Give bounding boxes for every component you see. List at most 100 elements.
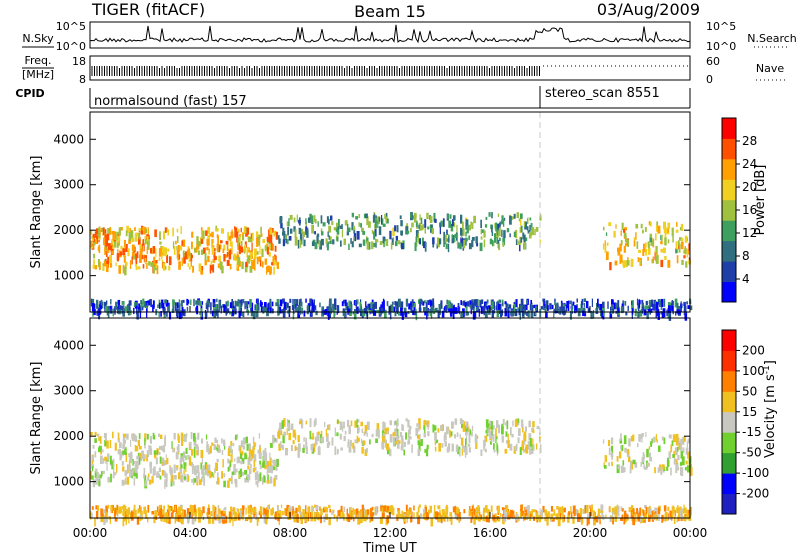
velocity-cell (164, 481, 166, 489)
velocity-cell (501, 426, 504, 435)
power-cell (443, 231, 445, 240)
power-cell (457, 242, 460, 249)
velocity-cell (280, 430, 283, 436)
power-cell (250, 252, 252, 262)
power-cell (336, 236, 339, 242)
velocity-cell (505, 505, 509, 512)
power-cell (269, 234, 273, 244)
velocity-cell (371, 506, 374, 511)
velocity-cell (610, 437, 614, 445)
velocity-cell (437, 428, 440, 433)
power-cell (491, 301, 494, 309)
velocity-cell (316, 508, 318, 515)
power-cell (125, 263, 127, 269)
velocity-cell (374, 507, 377, 514)
colorbar-segment (722, 158, 736, 180)
velocity-cell (364, 449, 368, 456)
power-cell (348, 300, 351, 309)
colorbar-segment (722, 138, 736, 160)
power-cell (637, 311, 640, 318)
velocity-cell (267, 504, 270, 510)
power-cell (331, 221, 334, 226)
velocity-cell (502, 514, 504, 518)
velocity-cell (168, 507, 171, 512)
power-cell (271, 243, 273, 251)
velocity-cell (259, 447, 261, 455)
power-cell (412, 299, 414, 306)
power-cell (545, 301, 547, 310)
power-cell (122, 248, 125, 256)
velocity-cell (91, 466, 94, 472)
velocity-cell (687, 439, 690, 444)
velocity-cell (682, 508, 685, 514)
velocity-cell (116, 464, 118, 473)
power-cell (206, 247, 209, 251)
power-cell (209, 233, 212, 237)
velocity-cell (122, 438, 125, 448)
velocity-cell (369, 439, 371, 445)
power-cell (644, 227, 647, 232)
power-cell (96, 299, 99, 309)
velocity-cell (648, 446, 651, 450)
velocity-cell (555, 513, 559, 520)
power-cell (389, 311, 392, 320)
velocity-cell (418, 422, 421, 430)
power-cell (115, 262, 117, 267)
velocity-cell (231, 449, 233, 455)
velocity-cell (144, 475, 147, 483)
power-cell (100, 227, 103, 232)
power-cell (626, 238, 628, 243)
power-cell (620, 306, 624, 314)
power-cell (192, 265, 194, 273)
power-cell (296, 214, 298, 222)
power-cell (147, 227, 149, 235)
power-cell (477, 299, 479, 306)
power-cell (397, 298, 401, 308)
power-cell (585, 300, 589, 309)
power-cell (641, 302, 644, 309)
power-cell (102, 265, 105, 271)
velocity-cell (107, 504, 110, 509)
power-cell (439, 222, 442, 228)
velocity-cell (275, 438, 278, 443)
freq-label: Freq. (24, 54, 51, 67)
power-cell (515, 299, 518, 308)
velocity-cell (177, 508, 181, 515)
power-cell (471, 301, 474, 310)
power-cell (640, 223, 643, 229)
velocity-cell (403, 449, 405, 456)
power-cell (458, 306, 461, 315)
power-cell (228, 235, 231, 241)
power-cell (544, 308, 547, 313)
power-cell (355, 300, 357, 309)
velocity-cell (417, 449, 420, 456)
power-cell (299, 301, 303, 307)
power-cell (366, 237, 369, 244)
velocity-cell (658, 445, 661, 452)
velocity-cell (124, 471, 127, 475)
power-cell (524, 305, 527, 311)
power-cell (431, 305, 435, 311)
power-cell (483, 306, 486, 312)
power-cell (451, 234, 454, 239)
velocity-cell (133, 461, 136, 465)
velocity-cell (147, 473, 150, 478)
power-cell (638, 249, 641, 253)
power-cell (480, 306, 483, 314)
power-cell (252, 265, 255, 269)
power-cell (642, 249, 645, 256)
power-cell (220, 305, 222, 314)
velocity-cell (316, 432, 320, 441)
power-cell (106, 261, 109, 264)
power-cell (90, 298, 93, 307)
velocity-cell (544, 516, 547, 522)
power-cell (293, 307, 295, 314)
power-cell (464, 302, 467, 307)
power-cell (118, 237, 120, 246)
power-cell (360, 223, 362, 228)
power-cell (689, 305, 693, 311)
power-cell (497, 213, 500, 217)
velocity-cell (175, 453, 179, 460)
velocity-cell (407, 419, 410, 428)
velocity-cell (679, 506, 682, 512)
